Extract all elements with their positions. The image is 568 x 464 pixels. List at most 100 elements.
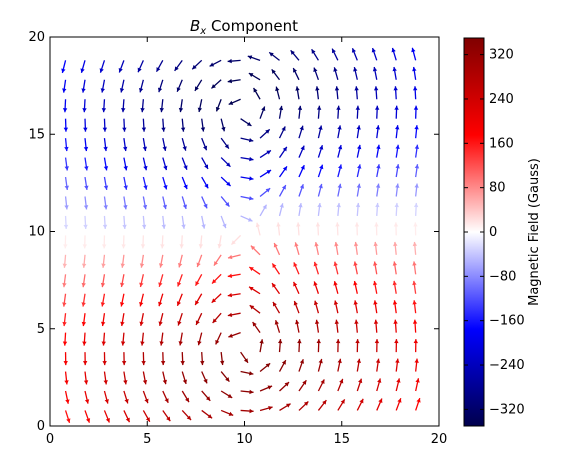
arrow-head (413, 105, 419, 110)
arrow-head (204, 164, 209, 169)
arrow-head (62, 108, 68, 113)
quiver-arrow (181, 137, 187, 151)
quiver-arrow (194, 293, 203, 306)
arrow-head (203, 145, 208, 151)
title-symbol: B (190, 17, 200, 35)
arrow-head (355, 105, 360, 110)
arrow-head (211, 298, 217, 303)
colorbar-tick-label: 320 (489, 48, 514, 63)
arrow-head (267, 385, 273, 390)
quiver-arrow (317, 145, 324, 158)
quiver-arrow (174, 59, 183, 72)
quiver-arrow (201, 371, 208, 384)
arrow-head (83, 146, 89, 152)
arrow-head (354, 319, 359, 324)
quiver-arrow (191, 59, 203, 70)
arrow-head (178, 107, 184, 113)
arrow-head (354, 222, 360, 227)
x-axis: 0 5 10 15 20 (46, 37, 447, 447)
quiver-arrow (395, 358, 400, 372)
quiver-arrow (119, 79, 125, 93)
arrow-head (249, 176, 254, 181)
quiver-arrow (82, 352, 88, 366)
arrow-head (316, 339, 321, 344)
arrow-head (414, 358, 419, 363)
quiver-arrow (356, 183, 361, 197)
quiver-arrow (375, 202, 380, 216)
y-tick-label: 20 (28, 30, 45, 45)
colorbar-ticks: 320 240 160 80 0 −80 −160 −240 −320 (464, 48, 525, 417)
arrow-head (141, 224, 147, 229)
arrow-head (375, 202, 380, 208)
quiver-arrow (81, 293, 86, 307)
quiver-arrow (102, 352, 107, 366)
quiver-arrow (298, 164, 305, 178)
quiver-arrow (142, 157, 148, 171)
quiver-arrow (394, 339, 399, 353)
quiver-arrow (375, 183, 381, 197)
quiver-arrow (259, 385, 273, 392)
quiver-arrow (228, 98, 241, 106)
arrow-head (198, 244, 204, 249)
quiver-arrow (413, 105, 419, 119)
arrow-head (62, 88, 67, 93)
arrow-head (265, 363, 271, 368)
quiver-arrow (227, 58, 241, 64)
arrow-head (317, 203, 322, 208)
arrow-head (299, 184, 305, 189)
colorbar-tick-label: 0 (489, 225, 497, 240)
arrow-head (315, 222, 321, 227)
quiver-arrow (64, 196, 69, 210)
arrow-head (62, 341, 68, 346)
arrow-head (181, 224, 186, 229)
arrow-head (121, 108, 126, 113)
quiver-arrow (252, 321, 261, 334)
arrow-head (120, 263, 125, 268)
colorbar-tick-label: −80 (489, 269, 516, 284)
arrow-head (371, 48, 376, 53)
quiver-arrow (227, 273, 241, 278)
quiver-arrow (311, 48, 319, 61)
quiver-arrow (220, 215, 227, 229)
arrow-head (393, 222, 399, 227)
quiver-arrow (268, 51, 280, 61)
arrow-head (281, 126, 286, 132)
y-tick-label: 5 (37, 322, 45, 337)
quiver-arrow (118, 60, 125, 73)
arrow-head (143, 185, 148, 190)
quiver-arrow (392, 261, 398, 275)
y-tick-label: 0 (37, 419, 45, 434)
quiver-arrow (215, 99, 222, 112)
arrow-head (140, 108, 145, 113)
arrow-head (63, 127, 69, 132)
quiver-arrow (80, 60, 86, 74)
quiver-arrow (103, 410, 110, 423)
quiver-arrow (180, 352, 185, 366)
quiver-arrow (220, 390, 233, 399)
quiver-arrow (351, 48, 358, 61)
quiver-arrow (315, 222, 321, 236)
arrow-head (174, 66, 179, 71)
arrow-head (359, 398, 364, 404)
arrow-head (299, 125, 304, 131)
quiver-arrow (227, 292, 241, 298)
quiver-arrow (354, 319, 359, 333)
arrow-head (212, 279, 217, 284)
quiver-arrow (162, 371, 168, 385)
arrow-head (84, 185, 89, 190)
quiver-arrow (139, 293, 144, 307)
arrow-head (394, 339, 399, 344)
arrow-head (180, 127, 186, 132)
quiver-arrow (220, 196, 230, 207)
quiver-arrow (123, 390, 129, 404)
arrow-head (353, 281, 358, 286)
arrow-head (123, 185, 128, 190)
quiver-arrow (337, 144, 343, 158)
arrow-head (142, 204, 148, 210)
arrow-head (81, 263, 87, 268)
quiver-arrow (415, 378, 420, 392)
colorbar-tick-label: −320 (489, 402, 525, 417)
arrow-head (373, 86, 379, 91)
quiver-arrow (62, 313, 67, 327)
quiver-arrow (158, 313, 164, 326)
